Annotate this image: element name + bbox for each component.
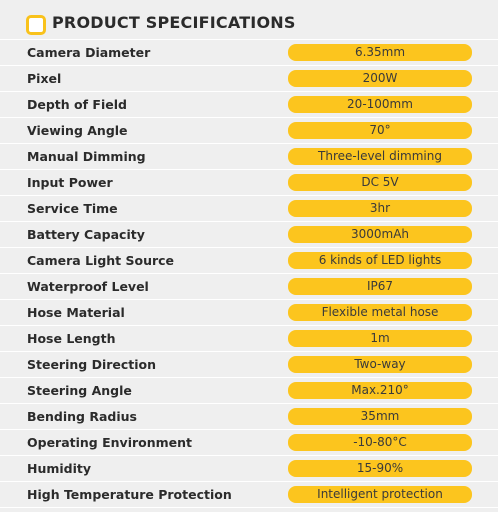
spec-value: 35mm (288, 408, 472, 425)
spec-label: Hose Material (27, 305, 125, 320)
spec-label: Service Time (27, 201, 118, 216)
spec-label: Manual Dimming (27, 149, 146, 164)
spec-value: Flexible metal hose (288, 304, 472, 321)
spec-label: Battery Capacity (27, 227, 145, 242)
spec-label: Hose Length (27, 331, 116, 346)
spec-row: Steering Direction Two-way (0, 352, 498, 378)
spec-row: Bending Radius 35mm (0, 404, 498, 430)
spec-table: Camera Diameter 6.35mm Pixel 200W Depth of F… (0, 39, 498, 508)
spec-label: Waterproof Level (27, 279, 149, 294)
spec-label: Steering Angle (27, 383, 132, 398)
spec-row: Hose Material Flexible metal hose (0, 300, 498, 326)
spec-label: Bending Radius (27, 409, 137, 424)
spec-row: Operating Environment -10-80°C (0, 430, 498, 456)
spec-label: Viewing Angle (27, 123, 128, 138)
spec-value: 70° (288, 122, 472, 139)
spec-value: 6.35mm (288, 44, 472, 61)
spec-value: IP67 (288, 278, 472, 295)
spec-row: High Temperature Protection Intelligent p… (0, 482, 498, 508)
spec-value: 15-90% (288, 460, 472, 477)
spec-value: 200W (288, 70, 472, 87)
spec-label: Pixel (27, 71, 62, 86)
spec-row: Camera Diameter 6.35mm (0, 40, 498, 66)
spec-row: Viewing Angle 70° (0, 118, 498, 144)
spec-value: Max.210° (288, 382, 472, 399)
spec-row: Input Power DC 5V (0, 170, 498, 196)
spec-value: Two-way (288, 356, 472, 373)
spec-row: Steering Angle Max.210° (0, 378, 498, 404)
spec-label: Operating Environment (27, 435, 193, 450)
spec-value: 3hr (288, 200, 472, 217)
spec-label: High Temperature Protection (27, 487, 232, 502)
spec-label: Camera Diameter (27, 45, 151, 60)
spec-label: Camera Light Source (27, 253, 175, 268)
spec-label: Input Power (27, 175, 113, 190)
spec-value: 6 kinds of LED lights (288, 252, 472, 269)
spec-row: Manual Dimming Three-level dimming (0, 144, 498, 170)
spec-value: DC 5V (288, 174, 472, 191)
spec-row: Hose Length 1m (0, 326, 498, 352)
spec-row: Waterproof Level IP67 (0, 274, 498, 300)
spec-value: 3000mAh (288, 226, 472, 243)
spec-value: 1m (288, 330, 472, 347)
spec-label: Steering Direction (27, 357, 157, 372)
spec-value: -10-80°C (288, 434, 472, 451)
spec-value: 20-100mm (288, 96, 472, 113)
spec-row: Service Time 3hr (0, 196, 498, 222)
spec-value: Three-level dimming (288, 148, 472, 165)
title: PRODUCT SPECIFICATIONS (52, 13, 296, 32)
spec-row: Humidity 15-90% (0, 456, 498, 482)
spec-row: Battery Capacity 3000mAh (0, 222, 498, 248)
spec-row: Depth of Field 20-100mm (0, 92, 498, 118)
spec-label: Depth of Field (27, 97, 127, 112)
spec-row: Camera Light Source 6 kinds of LED lights (0, 248, 498, 274)
spec-label: Humidity (27, 461, 92, 476)
header-icon (26, 15, 46, 35)
spec-row: Pixel 200W (0, 66, 498, 92)
spec-value: Intelligent protection (288, 486, 472, 503)
header: PRODUCT SPECIFICATIONS (0, 0, 498, 40)
